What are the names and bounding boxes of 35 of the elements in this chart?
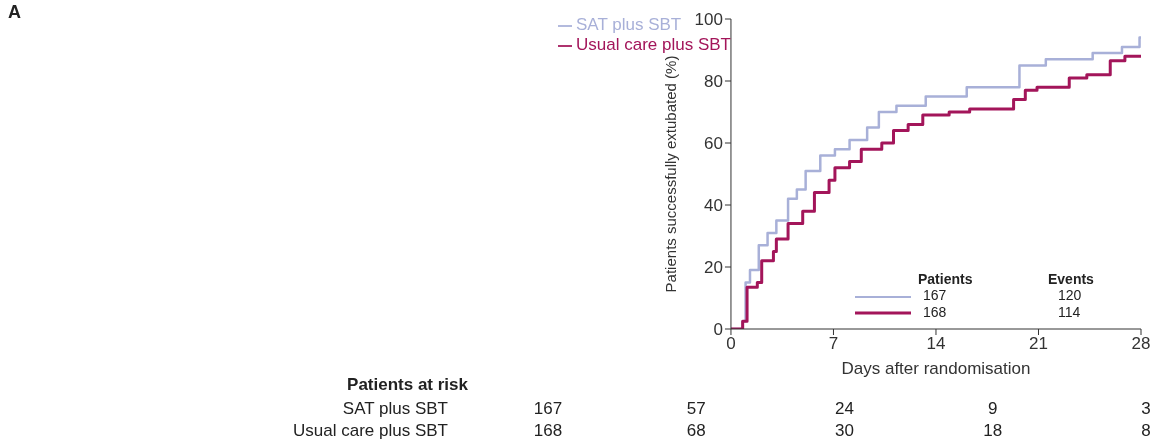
text: 9 [987, 399, 999, 419]
y-tick-label: 100 [694, 10, 723, 30]
text: 18 [982, 421, 1004, 441]
annotation: Events [1048, 271, 1094, 287]
legend-label: Usual care plus SBT [576, 35, 731, 54]
text: SAT plus SBT [342, 399, 448, 419]
text: 3 [1140, 399, 1152, 419]
text: 167 [532, 399, 564, 419]
x-axis-title: Days after randomisation [841, 359, 1031, 378]
y-tick-label: 40 [704, 196, 723, 216]
text: 30 [834, 421, 855, 441]
text: 24 [834, 399, 855, 419]
x-tick-label: 28 [1131, 334, 1151, 354]
text: Patients at risk [347, 375, 468, 395]
text: 8 [1140, 421, 1152, 441]
y-tick-label: 0 [713, 320, 723, 340]
x-tick-label: 21 [1029, 334, 1048, 354]
text: 168 [532, 421, 564, 441]
x-tick-label: 14 [926, 334, 946, 354]
y-tick-label: 80 [704, 72, 723, 92]
text: 68 [685, 421, 707, 441]
text: Usual care plus SBT [293, 421, 448, 441]
text: A [8, 2, 21, 23]
annotation: 167 [923, 287, 947, 303]
legend-label: SAT plus SBT [576, 15, 682, 34]
x-tick-label: 7 [828, 334, 839, 354]
annotation: 120 [1058, 287, 1082, 303]
y-axis-title: Patients successfully extubated (%) [662, 55, 680, 293]
annotation: Patients [918, 271, 973, 287]
text: 57 [685, 399, 707, 419]
y-tick-label: 60 [704, 134, 723, 154]
y-tick-label: 20 [704, 258, 723, 278]
annotation: 114 [1058, 304, 1081, 320]
annotation: 168 [923, 304, 947, 320]
x-tick-label: 0 [726, 334, 736, 354]
